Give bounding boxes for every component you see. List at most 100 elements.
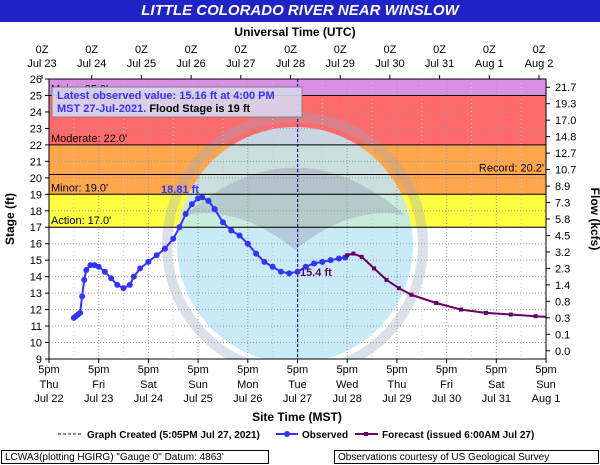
top-tick-label-date: Jul 30 (375, 58, 404, 70)
x-tick-label-time: 5pm (486, 364, 507, 376)
y-tick-label: 11 (31, 321, 42, 333)
x-tick-label-day: Tue (288, 379, 307, 391)
latest-observed-text-2: MST 27-Jul-2021. Flood Stage is 19 ft (57, 103, 251, 115)
forecast-point (409, 292, 414, 297)
y-tick-label: 17 (30, 222, 42, 234)
observed-point (83, 267, 90, 274)
legend-forecast-label: Forecast (issued 6:00AM Jul 27) (382, 430, 534, 441)
legend-forecast-marker (364, 432, 368, 436)
observed-point (120, 285, 127, 292)
flow-tick-label: 5.8 (555, 214, 570, 226)
flow-tick-label: 8.9 (555, 181, 570, 193)
x-tick-label-date: Jul 26 (233, 393, 262, 405)
y-tick-label: 21 (30, 156, 42, 168)
y-tick-label: 20 (30, 173, 42, 185)
flow-tick-label: 0.1 (555, 329, 570, 341)
x-tick-label-time: 5pm (187, 364, 208, 376)
y-tick-label: 13 (30, 288, 42, 300)
flow-tick-label: 4.5 (555, 230, 570, 242)
flow-tick-label: 0.8 (555, 296, 570, 308)
legend-observed-label: Observed (302, 430, 348, 441)
top-tick-label-time: 0Z (234, 44, 247, 56)
x-tick-label-day: Sun (536, 379, 556, 391)
x-tick-label-date: Jul 27 (283, 393, 312, 405)
forecast-point (434, 301, 439, 305)
forecast-point (351, 251, 356, 256)
y-tick-label: 12 (30, 305, 42, 317)
x-tick-label-time: 5pm (237, 364, 258, 376)
x-tick-label-time: 5pm (287, 364, 308, 376)
forecast-point (483, 310, 488, 315)
observed-point (182, 211, 189, 218)
forecast-point (396, 286, 401, 291)
x-tick-label-time: 5pm (535, 364, 556, 376)
peak-observed-label: 18.81 ft (161, 184, 199, 196)
top-tick-label-date: Jul 24 (77, 58, 106, 70)
observed-point (188, 201, 195, 208)
observed-point (277, 268, 284, 275)
chart-title: LITTLE COLORADO RIVER NEAR WINSLOW (141, 2, 459, 19)
flow-tick-label: 19.3 (555, 99, 576, 111)
flow-tick-label: 10.7 (555, 165, 576, 177)
legend-observed-marker (284, 431, 290, 437)
x-tick-label-day: Thu (387, 379, 406, 391)
forecast-point (508, 312, 513, 317)
observed-point (261, 258, 268, 265)
y-tick-label: 22 (30, 140, 42, 152)
y-tick-label: 15 (30, 255, 42, 267)
flow-tick-label: 21.7 (555, 82, 576, 94)
observed-point (311, 260, 318, 267)
observed-point (253, 250, 260, 257)
x-tick-label-date: Jul 28 (333, 393, 362, 405)
footer-gauge-info: LCWA3(plotting HGIRG) "Gauge 0" Datum: 4… (1, 450, 269, 464)
flow-tick-label: 7.3 (555, 198, 570, 210)
observed-point (244, 240, 251, 247)
observed-point (205, 197, 212, 204)
x-tick-label-time: 5pm (88, 364, 109, 376)
observed-point (269, 263, 276, 270)
top-tick-label-time: 0Z (533, 44, 546, 56)
x-tick-label-date: Jul 29 (382, 393, 411, 405)
x-tick-label-time: 5pm (386, 364, 407, 376)
observed-point (228, 227, 235, 234)
observed-point (294, 268, 301, 275)
flood-stage-text: Flood Stage is 19 ft (146, 103, 250, 115)
top-tick-label-date: Jul 27 (226, 58, 255, 70)
bottom-axis-title: Site Time (MST) (252, 410, 342, 424)
flow-tick-label: 3.2 (555, 247, 570, 259)
observed-point (108, 275, 115, 282)
observed-point (137, 265, 144, 272)
y-tick-label: 9 (36, 354, 42, 366)
observed-point (236, 232, 243, 239)
latest-observed-box (51, 86, 303, 118)
x-tick-label-time: 5pm (436, 364, 457, 376)
x-tick-label-date: Jul 31 (482, 393, 511, 405)
observed-point (170, 235, 177, 242)
x-tick-label-day: Sun (188, 379, 208, 391)
observed-point (95, 263, 102, 270)
observed-point (327, 257, 334, 264)
top-tick-label-time: 0Z (135, 44, 148, 56)
x-tick-label-day: Thu (40, 379, 59, 391)
observed-point (101, 268, 108, 275)
top-tick-label-time: 0Z (383, 44, 396, 56)
observed-point (87, 262, 94, 269)
forecast-point (372, 266, 377, 271)
peak-forecast-label: 15.4 ft (300, 267, 332, 279)
top-axis-title: Universal Time (UTC) (234, 25, 355, 39)
x-tick-label-date: Jul 24 (134, 393, 163, 405)
observed-point (199, 194, 206, 201)
left-axis-title: Stage (ft) (3, 193, 17, 245)
top-tick-label-date: Jul 23 (27, 58, 56, 70)
y-tick-label: 16 (30, 239, 42, 251)
y-tick-label: 14 (30, 272, 42, 284)
y-tick-label: 18 (30, 206, 42, 218)
flow-tick-label: 14.8 (555, 132, 576, 144)
observed-point (176, 224, 183, 231)
observed-point (335, 255, 342, 262)
top-tick-label-date: Jul 26 (176, 58, 205, 70)
flow-tick-label: 17.0 (555, 115, 576, 127)
flow-tick-label: 0.0 (555, 346, 570, 358)
observed-point (114, 281, 121, 288)
